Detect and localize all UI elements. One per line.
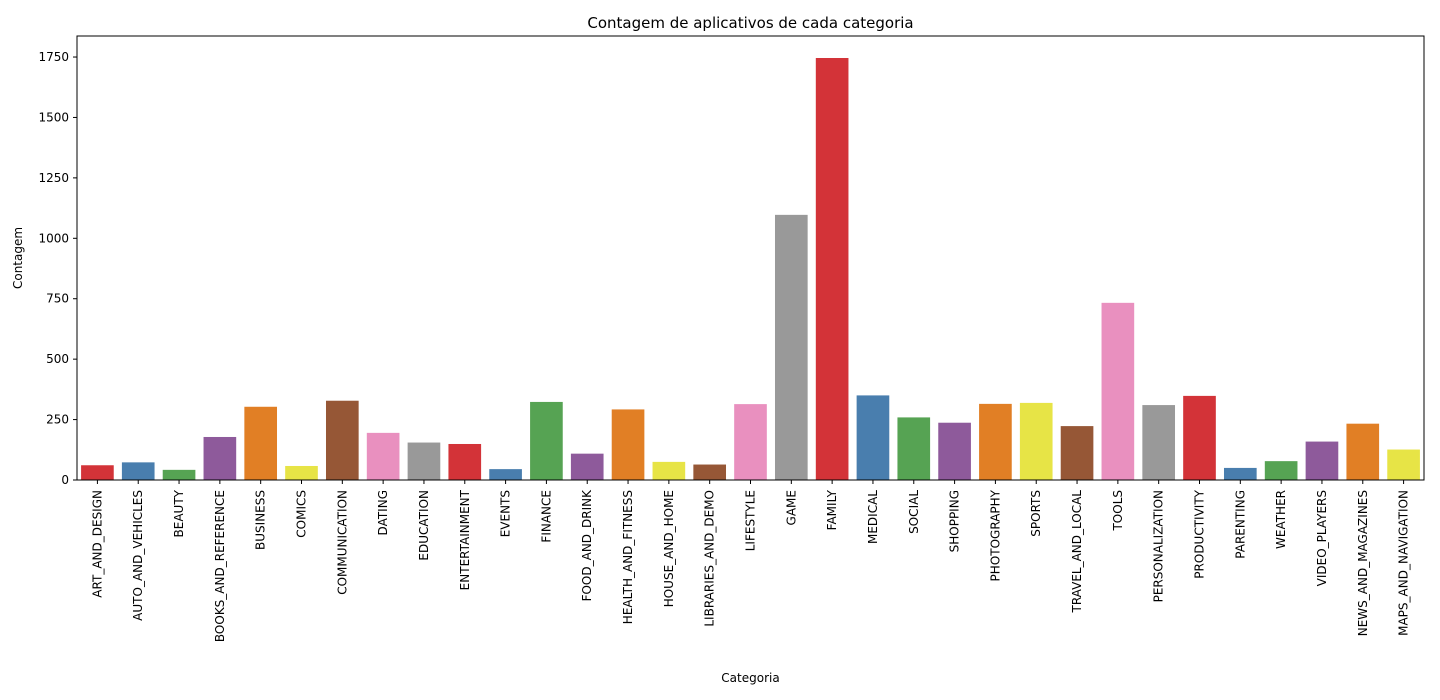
bar-shopping — [938, 422, 971, 480]
bar-medical — [856, 395, 890, 480]
x-tick-label: ENTERTAINMENT — [458, 489, 472, 590]
x-tick-label: BEAUTY — [172, 489, 186, 537]
x-tick-label: SPORTS — [1029, 490, 1043, 537]
bar-auto-and-vehicles — [121, 462, 155, 480]
x-tick-label: FAMILY — [825, 489, 839, 530]
bar-comics — [285, 465, 318, 480]
x-tick-label: PHOTOGRAPHY — [988, 489, 1002, 581]
bar-libraries-and-demo — [693, 464, 727, 480]
bar-food-and-drink — [570, 453, 604, 480]
x-axis-title: Categoria — [721, 671, 779, 685]
x-tick-label: EDUCATION — [417, 490, 431, 561]
y-tick-label: 1000 — [38, 231, 69, 245]
x-tick-label: BUSINESS — [254, 490, 268, 550]
bar-parenting — [1223, 467, 1257, 480]
bar-family — [815, 57, 849, 480]
x-tick-label: MEDICAL — [866, 490, 880, 544]
x-tick-label: WEATHER — [1274, 490, 1288, 549]
x-tick-label: PARENTING — [1233, 490, 1247, 559]
x-tick-label: LIBRARIES_AND_DEMO — [703, 490, 717, 627]
y-axis: 0 250 500 750 1000 1250 1500 1750 — [38, 50, 77, 487]
bar-dating — [366, 432, 400, 480]
y-tick-label: 0 — [61, 473, 69, 487]
bar-beauty — [162, 469, 196, 480]
y-tick-label: 1250 — [38, 171, 69, 185]
x-tick-label: GAME — [784, 490, 798, 525]
x-tick-label: COMICS — [295, 490, 309, 538]
bar-entertainment — [448, 443, 482, 480]
x-tick-label: AUTO_AND_VEHICLES — [131, 490, 145, 621]
bar-health-and-fitness — [611, 409, 645, 480]
bar-productivity — [1183, 395, 1216, 480]
x-tick-label: FINANCE — [539, 490, 553, 543]
x-tick-label: TOOLS — [1111, 490, 1125, 532]
x-axis: ART_AND_DESIGN AUTO_AND_VEHICLES BEAUTY BOO… — [90, 480, 1411, 642]
bar-weather — [1264, 461, 1298, 480]
x-tick-label: NEWS_AND_MAGAZINES — [1356, 490, 1370, 636]
y-tick-label: 1500 — [38, 110, 69, 124]
x-tick-label: PRODUCTIVITY — [1193, 489, 1207, 578]
bar-personalization — [1142, 405, 1176, 480]
bar-travel-and-local — [1060, 426, 1094, 480]
x-tick-label: HEALTH_AND_FITNESS — [621, 490, 635, 624]
x-tick-label: SOCIAL — [907, 490, 921, 534]
x-tick-label: BOOKS_AND_REFERENCE — [213, 490, 227, 642]
y-tick-label: 1750 — [38, 50, 69, 64]
bar-business — [244, 406, 278, 480]
bar-sports — [1019, 402, 1053, 480]
x-tick-label: COMMUNICATION — [335, 490, 349, 595]
bars-group — [81, 57, 1420, 481]
bar-house-and-home — [652, 461, 686, 480]
bar-news-and-magazines — [1346, 423, 1380, 480]
x-tick-label: DATING — [376, 490, 390, 535]
bar-events — [489, 469, 522, 480]
bar-game — [774, 214, 808, 481]
x-tick-label: EVENTS — [499, 490, 513, 537]
y-tick-label: 500 — [46, 352, 69, 366]
bar-communication — [325, 400, 359, 480]
x-tick-label: ART_AND_DESIGN — [90, 490, 104, 598]
bar-photography — [979, 403, 1012, 480]
x-tick-label: LIFESTYLE — [744, 490, 758, 551]
x-tick-label: SHOPPING — [948, 490, 962, 552]
bar-art-and-design — [81, 465, 114, 480]
chart-title: Contagem de aplicativos de cada categori… — [587, 14, 913, 32]
x-tick-label: MAPS_AND_NAVIGATION — [1397, 490, 1411, 636]
x-tick-label: TRAVEL_AND_LOCAL — [1070, 490, 1084, 614]
y-axis-title: Contagem — [11, 227, 25, 289]
bar-tools — [1101, 302, 1135, 480]
bar-social — [897, 417, 931, 480]
y-tick-label: 750 — [46, 292, 69, 306]
bar-maps-and-navigation — [1387, 449, 1420, 480]
x-tick-label: PERSONALIZATION — [1152, 490, 1166, 602]
bar-education — [407, 442, 441, 480]
x-tick-label: FOOD_AND_DRINK — [580, 489, 594, 602]
bar-books-and-reference — [203, 436, 237, 480]
bar-finance — [530, 401, 563, 480]
bar-lifestyle — [734, 404, 767, 480]
y-tick-label: 250 — [46, 413, 69, 427]
x-tick-label: VIDEO_PLAYERS — [1315, 490, 1329, 586]
bar-video-players — [1305, 441, 1339, 480]
x-tick-label: HOUSE_AND_HOME — [662, 490, 676, 607]
